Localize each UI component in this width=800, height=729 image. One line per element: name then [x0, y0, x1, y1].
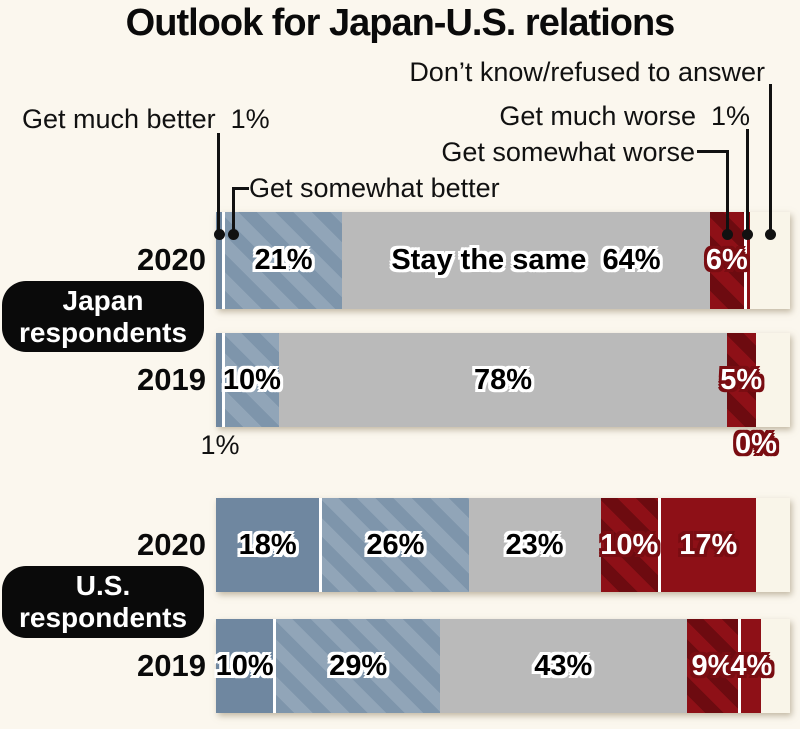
legend-much-better: Get much better 1%: [22, 104, 270, 134]
chart-title: Outlook for Japan-U.S. relations: [125, 2, 676, 44]
segment-value-label: 10%: [222, 363, 281, 396]
segment-value-label: Stay the same 64%: [391, 244, 661, 276]
segment-much-better: 18%: [216, 498, 320, 592]
leader-line-dont-know: [769, 84, 772, 236]
bar-us-2019: 10% 29% 43% 9% 4%: [216, 619, 790, 713]
segment-value-label: 10%: [600, 528, 659, 561]
bar-japan-2020: 21% Stay the same 64% 6%: [216, 212, 790, 309]
leader-line-somewhat-worse: [726, 150, 729, 236]
badge-line: respondents: [18, 316, 188, 348]
legend-somewhat-better: Get somewhat better: [249, 173, 500, 203]
group-badge-japan: Japan respondents: [2, 281, 204, 352]
group-badge-us: U.S. respondents: [2, 566, 204, 638]
segment-much-worse: 4%: [730, 619, 772, 713]
segment-value-label: 29%: [329, 649, 388, 682]
segment-much-worse: 17%: [657, 498, 756, 592]
legend-dont-know: Don’t know/refused to answer: [409, 57, 765, 87]
leader-dot-much-better: [214, 229, 225, 240]
segment-somewhat-better: 26%: [319, 498, 469, 592]
segment-value-label: 10%: [215, 649, 274, 682]
segment-value-label: 5%: [720, 363, 763, 396]
segment-much-better: 10%: [215, 619, 274, 713]
bar-us-2020: 18% 26% 23% 10% 17%: [216, 498, 790, 592]
leader-dot-somewhat-better: [228, 229, 239, 240]
segment-stay-same: Stay the same 64%: [342, 212, 710, 309]
segment-value-label: 6%: [705, 244, 748, 276]
leader-dot-much-worse: [742, 229, 753, 240]
badge-line: U.S.: [75, 570, 131, 602]
below-label-much-better-2019: 1%: [200, 430, 240, 460]
segment-much-worse: [744, 212, 750, 309]
year-label-us-2020: 2020: [137, 527, 206, 562]
segment-much-better: [216, 333, 222, 427]
segment-somewhat-worse: 10%: [600, 498, 659, 592]
segment-value-label: 78%: [473, 363, 532, 396]
year-label-japan-2019: 2019: [137, 362, 206, 397]
segment-somewhat-better: 10%: [221, 333, 281, 427]
legend-much-worse: Get much worse 1%: [499, 101, 750, 131]
bar-japan-2019: 10% 78% 5%: [216, 333, 790, 427]
segment-stay-same: 23%: [468, 498, 601, 592]
segment-much-better: [216, 212, 222, 309]
segment-dont-know: [755, 498, 790, 592]
below-label-much-worse-2019: 0%: [735, 428, 777, 460]
segment-value-label: 18%: [238, 528, 297, 561]
segment-value-label: 4%: [730, 649, 773, 682]
segment-value-label: 9%: [691, 649, 734, 682]
segment-stay-same: 78%: [279, 333, 727, 427]
year-label-japan-2020: 2020: [137, 242, 206, 277]
segment-value-label: 23%: [505, 528, 564, 561]
segment-somewhat-better: 29%: [273, 619, 440, 713]
segment-dont-know: [755, 333, 790, 427]
segment-value-label: 26%: [366, 528, 425, 561]
legend-somewhat-worse: Get somewhat worse: [441, 137, 695, 167]
segment-somewhat-better: 21%: [221, 212, 343, 309]
segment-value-label: 17%: [679, 528, 738, 561]
leader-line-somewhat-better: [232, 187, 235, 236]
leader-elbow-somewhat-worse: [697, 150, 729, 153]
segment-value-label: 21%: [254, 244, 313, 276]
leader-dot-dont-know: [765, 229, 776, 240]
segment-stay-same: 43%: [439, 619, 687, 713]
segment-somewhat-worse: 9%: [686, 619, 739, 713]
segment-somewhat-worse: 5%: [720, 333, 762, 427]
leader-line-much-better: [217, 133, 220, 236]
leader-dot-somewhat-worse: [722, 229, 733, 240]
segment-dont-know: [761, 619, 790, 713]
leader-line-much-worse: [746, 129, 749, 236]
badge-line: Japan: [62, 284, 144, 316]
segment-value-label: 43%: [534, 649, 593, 682]
badge-line: respondents: [18, 602, 188, 633]
year-label-us-2019: 2019: [137, 648, 206, 683]
leader-elbow-somewhat-better: [232, 187, 249, 190]
